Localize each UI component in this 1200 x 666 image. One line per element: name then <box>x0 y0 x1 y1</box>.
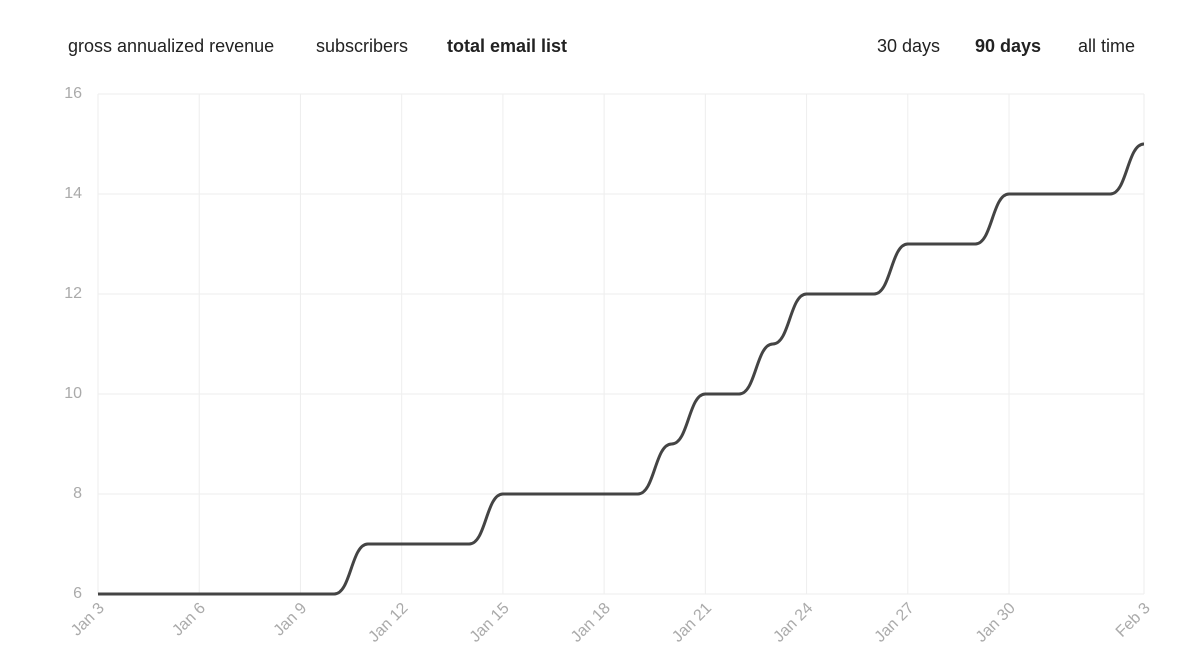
x-tick-label: Jan 27 <box>872 600 918 646</box>
range-tab[interactable]: 90 days <box>975 36 1042 56</box>
y-tick-label: 6 <box>73 585 82 602</box>
x-tick-label: Jan 3 <box>68 600 108 640</box>
y-tick-label: 16 <box>64 85 82 102</box>
x-tick-label: Feb 3 <box>1113 600 1154 641</box>
metric-tab[interactable]: total email list <box>447 36 568 56</box>
x-tick-label: Jan 30 <box>973 600 1019 646</box>
y-tick-label: 10 <box>64 385 82 402</box>
metric-tab[interactable]: gross annualized revenue <box>68 36 275 56</box>
x-tick-label: Jan 6 <box>169 600 209 640</box>
y-tick-label: 8 <box>73 485 82 502</box>
x-tick-label: Jan 18 <box>568 600 614 646</box>
x-tick-label: Jan 15 <box>467 600 513 646</box>
range-tab[interactable]: all time <box>1078 36 1136 56</box>
tab-bar: gross annualized revenue subscribers tot… <box>0 0 1200 90</box>
range-tab[interactable]: 30 days <box>877 36 941 56</box>
x-tick-label: Jan 12 <box>365 600 411 646</box>
x-tick-label: Jan 24 <box>770 600 816 646</box>
y-tick-label: 14 <box>64 185 82 202</box>
x-tick-label: Jan 9 <box>271 600 311 640</box>
line <box>98 142 1145 596</box>
metric-tab[interactable]: subscribers <box>316 36 409 56</box>
x-tick-label: Jan 21 <box>669 600 715 646</box>
y-tick-label: 12 <box>64 285 82 302</box>
